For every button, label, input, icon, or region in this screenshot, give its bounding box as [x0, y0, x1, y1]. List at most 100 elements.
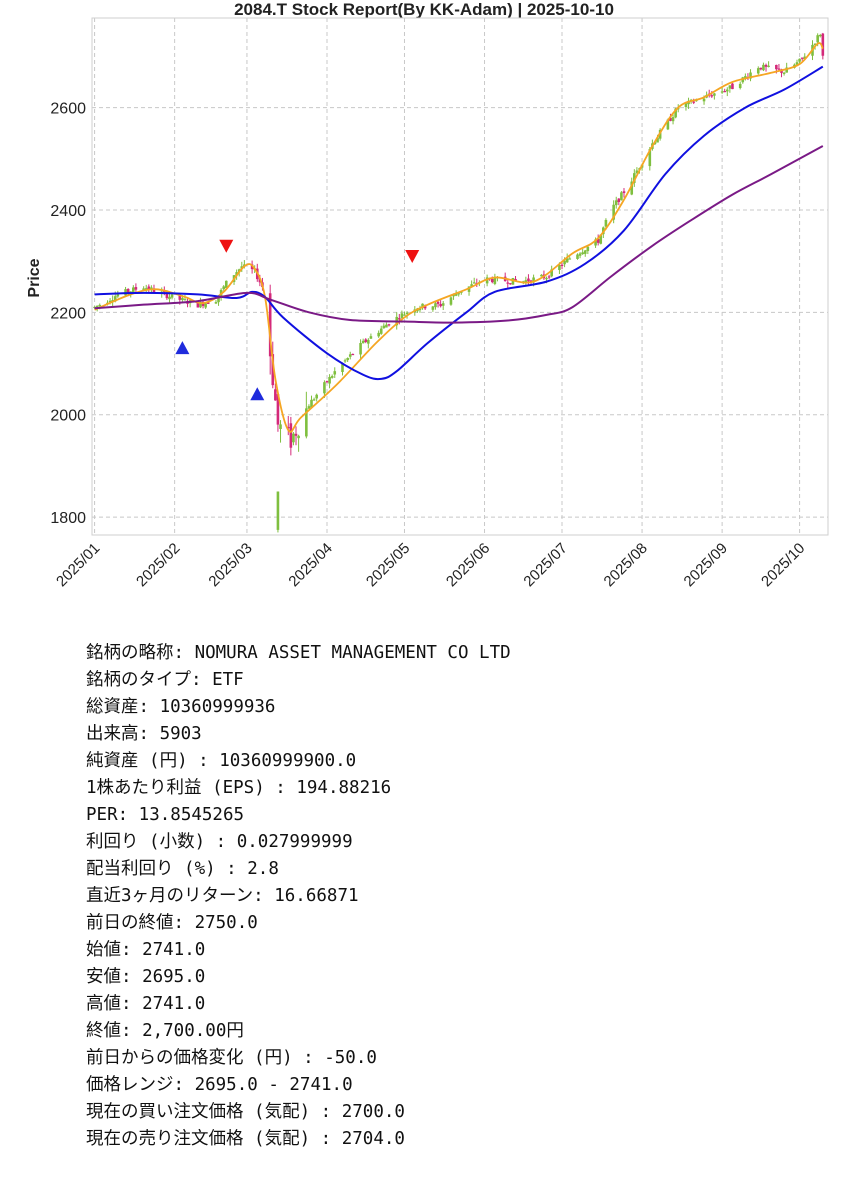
candle-body	[423, 305, 427, 309]
candle-body	[369, 336, 373, 339]
candle-body	[684, 103, 688, 108]
candle-body	[348, 354, 352, 357]
candle-body	[490, 279, 494, 283]
candle-body	[152, 288, 156, 293]
candle-body	[782, 72, 786, 74]
candle-body	[493, 276, 497, 284]
candle-body	[364, 339, 368, 342]
candle-body	[183, 299, 187, 301]
candle-body	[222, 286, 226, 290]
candle-body	[196, 301, 200, 308]
y-tick-label: 2400	[50, 203, 86, 220]
candle-body	[434, 303, 437, 308]
candle-body	[328, 377, 331, 384]
candle-body	[775, 64, 778, 70]
candle-body	[671, 117, 675, 122]
candle-body	[307, 406, 311, 409]
candle-body	[147, 286, 151, 290]
candle-body	[343, 360, 347, 362]
candle-body	[387, 324, 391, 326]
candle-body	[472, 282, 476, 284]
candle-body	[604, 219, 608, 227]
candle-body	[576, 254, 579, 259]
info-line: 利回り (小数) : 0.027999999	[86, 832, 353, 852]
candle-body	[620, 192, 623, 201]
candle-body	[271, 354, 275, 386]
candle-body	[594, 239, 597, 246]
candle-body	[565, 258, 569, 263]
candle-body	[762, 64, 765, 71]
candle-body	[710, 95, 714, 97]
candle-body	[785, 67, 788, 73]
y-axis-label: Price	[26, 258, 43, 297]
candle-body	[713, 93, 716, 96]
info-line: 前日の終値: 2750.0	[86, 913, 258, 933]
stock-chart: 2084.T Stock Report(By KK-Adam) | 2025-1…	[26, 0, 829, 590]
candle-body	[725, 89, 729, 92]
candle-body	[795, 62, 799, 65]
info-line: 高値: 2741.0	[86, 994, 206, 1014]
ma-line-ma_long	[94, 145, 824, 324]
candle-body	[728, 85, 732, 89]
candle-body	[633, 173, 636, 183]
candle-body	[268, 293, 272, 357]
candle-body	[777, 68, 781, 70]
candle-body	[274, 389, 277, 401]
candle-body	[617, 198, 621, 203]
candle-body	[346, 357, 349, 361]
candle-body	[759, 67, 763, 70]
info-line: 出来高: 5903	[86, 724, 202, 744]
plot-frame	[91, 17, 829, 536]
candle-body	[454, 293, 458, 296]
candle-body	[803, 56, 807, 60]
candle-body	[532, 277, 535, 283]
candle-body	[315, 394, 318, 399]
candle-body	[581, 252, 584, 255]
candle-body	[294, 433, 298, 436]
candle-body	[297, 435, 300, 439]
candle-body	[798, 58, 801, 62]
candle-body	[367, 339, 370, 344]
candle-body	[723, 90, 727, 93]
candle-body	[132, 287, 135, 293]
candle-body	[540, 275, 543, 277]
candle-body	[514, 279, 517, 281]
candle-body	[421, 303, 424, 309]
info-line: PER: 13.8545265	[86, 805, 245, 825]
info-line: 1株あたり利益 (EPS) : 194.88216	[86, 778, 392, 798]
candle-body	[116, 294, 120, 297]
x-tick-label: 2025/03	[205, 540, 255, 590]
candle-body	[240, 266, 244, 269]
candle-body	[224, 280, 228, 288]
candle-body	[181, 297, 184, 301]
x-tick-label: 2025/09	[681, 540, 731, 590]
candle-body	[669, 117, 672, 121]
candle-body	[170, 294, 174, 298]
candle-body	[720, 91, 724, 93]
candle-body	[635, 170, 639, 174]
candle-body	[341, 362, 344, 372]
candle-body	[563, 260, 566, 265]
candle-body	[545, 278, 548, 280]
x-tick-label: 2025/04	[285, 540, 335, 590]
ma-line-ma_short	[94, 42, 824, 433]
candle-body	[405, 312, 409, 315]
candle-body	[276, 491, 280, 530]
y-tick-label: 2000	[50, 408, 86, 425]
y-tick-label: 2200	[50, 305, 86, 322]
candle-body	[583, 250, 587, 254]
candle-body	[382, 325, 386, 329]
info-line: 銘柄の略称: NOMURA ASSET MANAGEMENT CO LTD	[86, 643, 511, 663]
candle-body	[403, 314, 406, 316]
x-tick-label: 2025/07	[520, 540, 570, 590]
candle-body	[816, 35, 819, 43]
moving-average-lines	[94, 42, 824, 433]
candle-body	[764, 64, 768, 67]
candle-body	[749, 72, 752, 79]
x-tick-label: 2025/01	[53, 540, 103, 590]
candle-body	[568, 258, 572, 260]
y-tick-label: 2600	[50, 101, 86, 118]
candle-body	[98, 304, 102, 307]
candle-body	[622, 191, 626, 194]
candle-body	[586, 246, 590, 252]
